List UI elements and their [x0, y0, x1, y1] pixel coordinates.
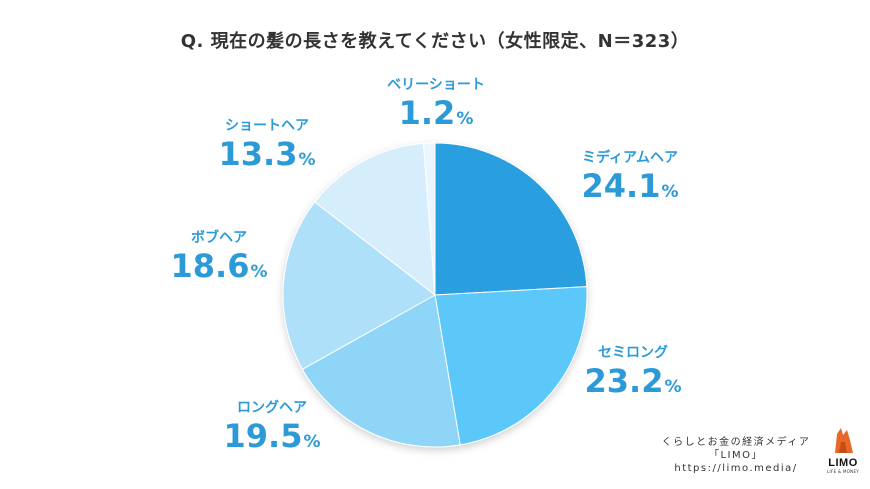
pie-slice-3 [282, 201, 436, 371]
footer-brand: 「LIMO」 [708, 450, 764, 461]
pie-slice-0 [434, 142, 588, 296]
slice-label-semi-long: セミロング [598, 345, 668, 361]
logo-name: LIMO [828, 457, 858, 469]
slice-value-short: 13.3 [218, 135, 298, 173]
pie-slice-2 [301, 294, 461, 448]
label-long: ロングヘア 19.5% [205, 399, 339, 461]
label-semi-long: セミロング 23.2% [568, 344, 698, 406]
slice-value-semi-long: 23.2 [584, 362, 664, 400]
footer-credit: くらしとお金の経済メディア 「LIMO」 https://limo.media/ [652, 436, 820, 475]
footer-url[interactable]: https://limo.media/ [674, 463, 798, 474]
label-short: ショートヘア 13.3% [200, 117, 334, 179]
pie-slice-5 [423, 142, 436, 296]
pie-slice-1 [434, 286, 588, 446]
label-very-short: ベリーショート 1.2% [374, 76, 498, 138]
slice-label-long: ロングヘア [237, 400, 307, 416]
pie-slice-4 [314, 142, 436, 297]
slice-label-medium: ミディアムヘア [581, 150, 679, 166]
slice-label-very-short: ベリーショート [387, 77, 485, 93]
chart-title: Q. 現在の髪の長さを教えてください（女性限定、N＝323） [180, 31, 690, 52]
fox-logo-icon [835, 428, 853, 453]
slice-label-short: ショートヘア [225, 118, 309, 134]
slice-value-bob: 18.6 [170, 247, 250, 285]
slice-value-long: 19.5 [223, 417, 303, 455]
slice-value-very-short: 1.2 [398, 94, 456, 132]
label-medium: ミディアムヘア 24.1% [560, 149, 700, 211]
label-bob: ボブヘア 18.6% [152, 229, 286, 291]
logo-sub: LIFE & MONEY [826, 469, 860, 474]
limo-logo: LIMO LIFE & MONEY [826, 426, 860, 476]
slice-label-bob: ボブヘア [191, 230, 247, 246]
footer-tagline: くらしとお金の経済メディア [661, 437, 811, 448]
slice-value-medium: 24.1 [581, 167, 661, 205]
